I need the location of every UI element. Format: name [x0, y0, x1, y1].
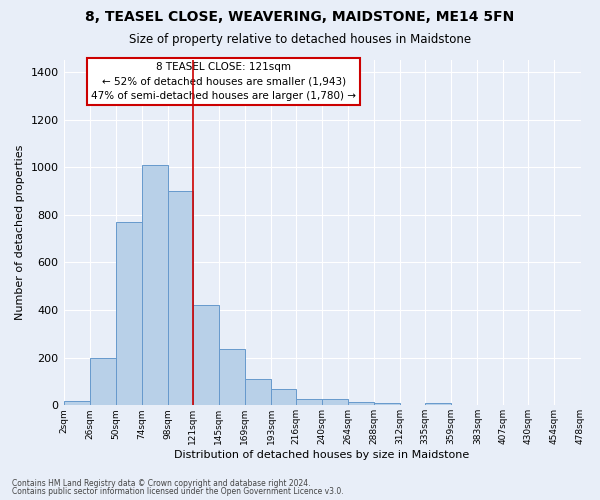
Bar [193, 306, 219, 406]
Bar [374, 403, 400, 406]
Text: 8 TEASEL CLOSE: 121sqm
← 52% of detached houses are smaller (1,943)
47% of semi-: 8 TEASEL CLOSE: 121sqm ← 52% of detached… [91, 62, 356, 102]
Bar [425, 403, 451, 406]
Bar [89, 358, 116, 406]
Bar [296, 400, 322, 406]
Text: Contains HM Land Registry data © Crown copyright and database right 2024.: Contains HM Land Registry data © Crown c… [12, 478, 311, 488]
Bar [219, 350, 245, 406]
Bar [168, 191, 193, 406]
Bar [322, 400, 348, 406]
Text: 8, TEASEL CLOSE, WEAVERING, MAIDSTONE, ME14 5FN: 8, TEASEL CLOSE, WEAVERING, MAIDSTONE, M… [85, 10, 515, 24]
Bar [271, 388, 296, 406]
Y-axis label: Number of detached properties: Number of detached properties [15, 145, 25, 320]
Bar [64, 400, 89, 406]
X-axis label: Distribution of detached houses by size in Maidstone: Distribution of detached houses by size … [175, 450, 470, 460]
Bar [245, 379, 271, 406]
Bar [116, 222, 142, 406]
Bar [348, 402, 374, 406]
Text: Contains public sector information licensed under the Open Government Licence v3: Contains public sector information licen… [12, 487, 344, 496]
Text: Size of property relative to detached houses in Maidstone: Size of property relative to detached ho… [129, 32, 471, 46]
Bar [142, 165, 168, 406]
